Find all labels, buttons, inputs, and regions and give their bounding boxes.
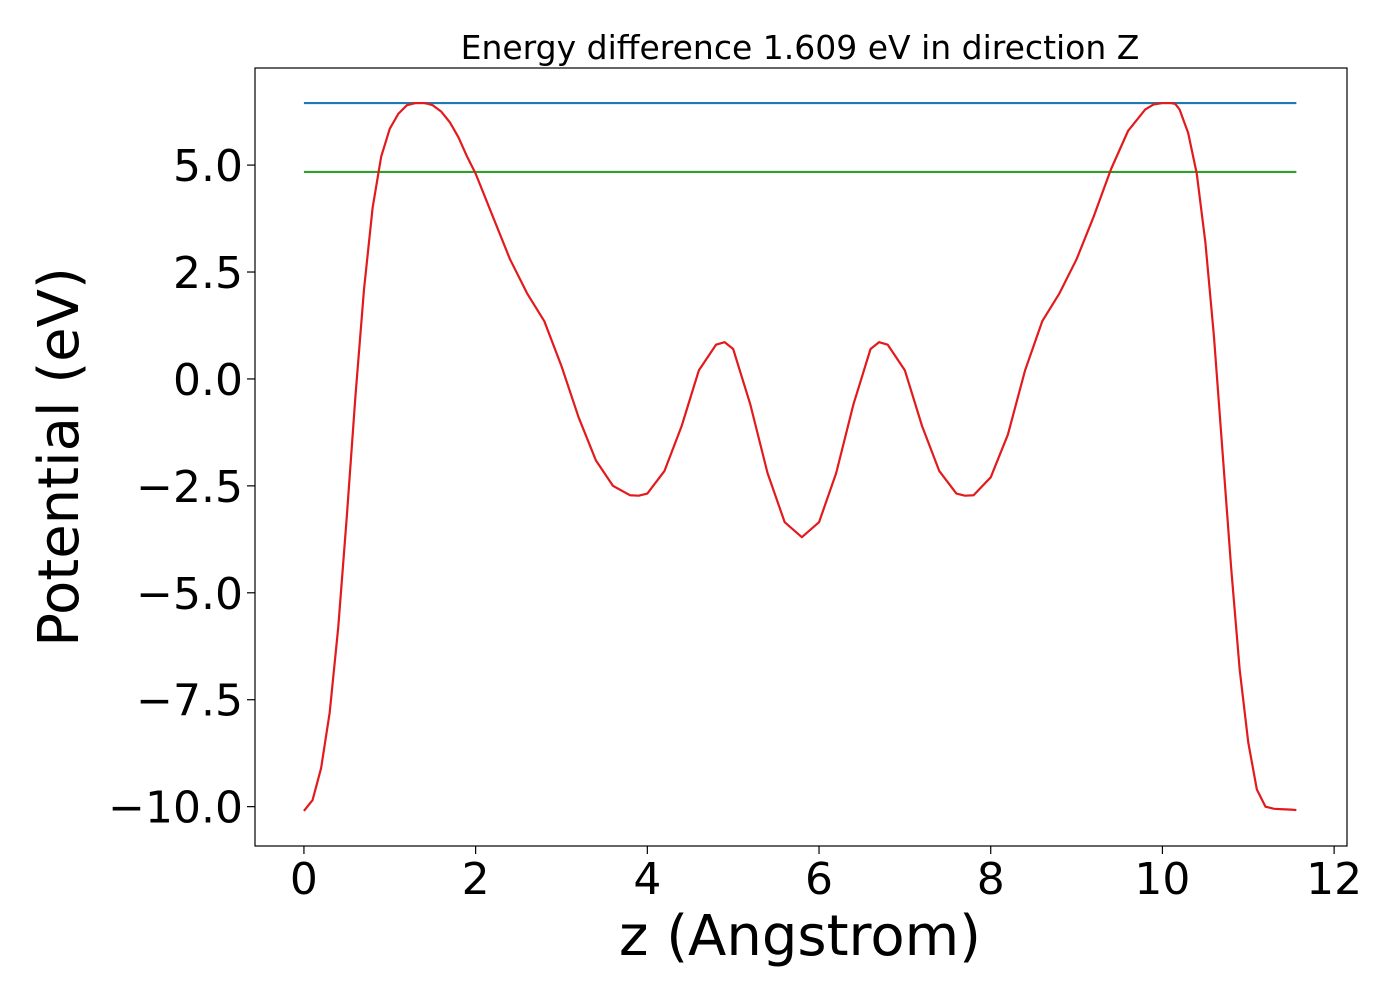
x-tick-label-5: 10 bbox=[1134, 854, 1190, 905]
x-tick-label-4: 8 bbox=[977, 854, 1005, 905]
x-tick-label-6: 12 bbox=[1306, 854, 1362, 905]
x-tick-label-3: 6 bbox=[805, 854, 833, 905]
y-tick-label-4: −5.0 bbox=[136, 569, 243, 620]
y-tick-label-3: −2.5 bbox=[136, 462, 243, 513]
x-tick-label-1: 2 bbox=[462, 854, 490, 905]
y-tick-label-0: 5.0 bbox=[173, 141, 243, 192]
y-tick-label-6: −10.0 bbox=[108, 783, 243, 834]
y-tick-label-5: −7.5 bbox=[136, 676, 243, 727]
series-line-1 bbox=[303, 101, 1297, 812]
x-tick-label-2: 4 bbox=[633, 854, 661, 905]
y-axis-label: Potential (eV) bbox=[27, 267, 92, 647]
x-tick-label-0: 0 bbox=[290, 854, 318, 905]
y-tick-label-1: 2.5 bbox=[173, 248, 243, 299]
x-axis-label: z (Angstrom) bbox=[619, 904, 981, 969]
plot-area: 0 2 4 6 8 10 12 5.0 2.5 0.0 −2.5 −5.0 −7.5 −10.0 bbox=[108, 67, 1362, 905]
axes-frame bbox=[254, 67, 1348, 847]
y-tick-label-2: 0.0 bbox=[173, 355, 243, 406]
chart-title: Energy difference 1.609 eV in direction … bbox=[461, 28, 1140, 67]
